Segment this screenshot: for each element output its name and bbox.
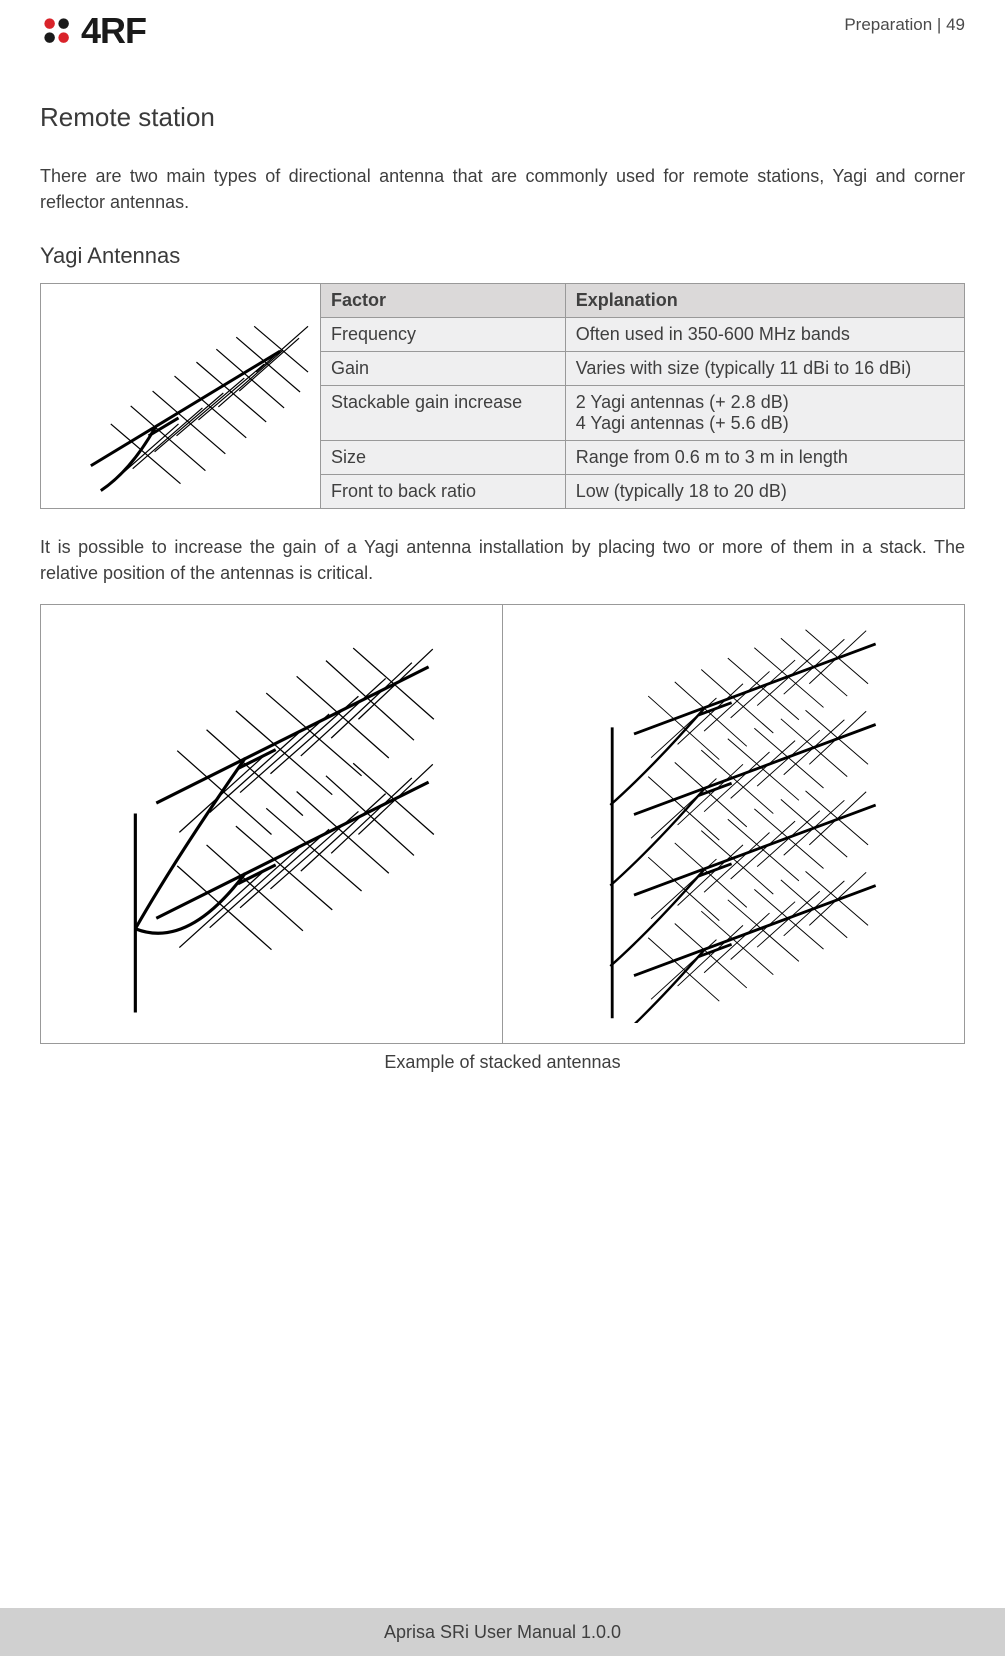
- figure-caption: Example of stacked antennas: [40, 1052, 965, 1073]
- stacked-antennas-figure: [40, 604, 965, 1044]
- table-cell-factor: Size: [321, 441, 566, 475]
- yagi-factors-table: Factor Explanation FrequencyOften used i…: [320, 283, 965, 509]
- table-cell-explanation: Varies with size (typically 11 dBi to 16…: [565, 352, 964, 386]
- header-page-number: 49: [946, 15, 965, 34]
- subsection-title: Yagi Antennas: [40, 243, 965, 269]
- table-row: Stackable gain increase2 Yagi antennas (…: [321, 386, 965, 441]
- yagi-antenna-illustration: [40, 283, 320, 509]
- intro-paragraph: There are two main types of directional …: [40, 163, 965, 215]
- table-cell-factor: Front to back ratio: [321, 475, 566, 509]
- stacked-two-illustration: [41, 605, 503, 1043]
- page-header: 4RF Preparation | 49: [40, 10, 965, 52]
- table-cell-factor: Frequency: [321, 318, 566, 352]
- table-cell-explanation: Often used in 350-600 MHz bands: [565, 318, 964, 352]
- yagi-block: Factor Explanation FrequencyOften used i…: [40, 283, 965, 509]
- table-cell-factor: Gain: [321, 352, 566, 386]
- stacked-four-illustration: [503, 605, 964, 1043]
- body-paragraph: It is possible to increase the gain of a…: [40, 534, 965, 586]
- table-row: Front to back ratioLow (typically 18 to …: [321, 475, 965, 509]
- brand-logo-text: 4RF: [81, 10, 146, 52]
- table-header-factor: Factor: [321, 284, 566, 318]
- page-header-meta: Preparation | 49: [844, 10, 965, 35]
- table-cell-explanation: Range from 0.6 m to 3 m in length: [565, 441, 964, 475]
- table-header-explanation: Explanation: [565, 284, 964, 318]
- table-cell-factor: Stackable gain increase: [321, 386, 566, 441]
- header-separator: |: [932, 15, 946, 34]
- brand-logo: 4RF: [40, 10, 146, 52]
- brand-logo-icon: [40, 14, 75, 49]
- table-row: SizeRange from 0.6 m to 3 m in length: [321, 441, 965, 475]
- table-cell-explanation: Low (typically 18 to 20 dB): [565, 475, 964, 509]
- section-title: Remote station: [40, 102, 965, 133]
- page-footer: Aprisa SRi User Manual 1.0.0: [0, 1608, 1005, 1656]
- table-row: FrequencyOften used in 350-600 MHz bands: [321, 318, 965, 352]
- table-row: GainVaries with size (typically 11 dBi t…: [321, 352, 965, 386]
- header-section-label: Preparation: [844, 15, 932, 34]
- table-cell-explanation: 2 Yagi antennas (+ 2.8 dB)4 Yagi antenna…: [565, 386, 964, 441]
- footer-text: Aprisa SRi User Manual 1.0.0: [384, 1622, 621, 1643]
